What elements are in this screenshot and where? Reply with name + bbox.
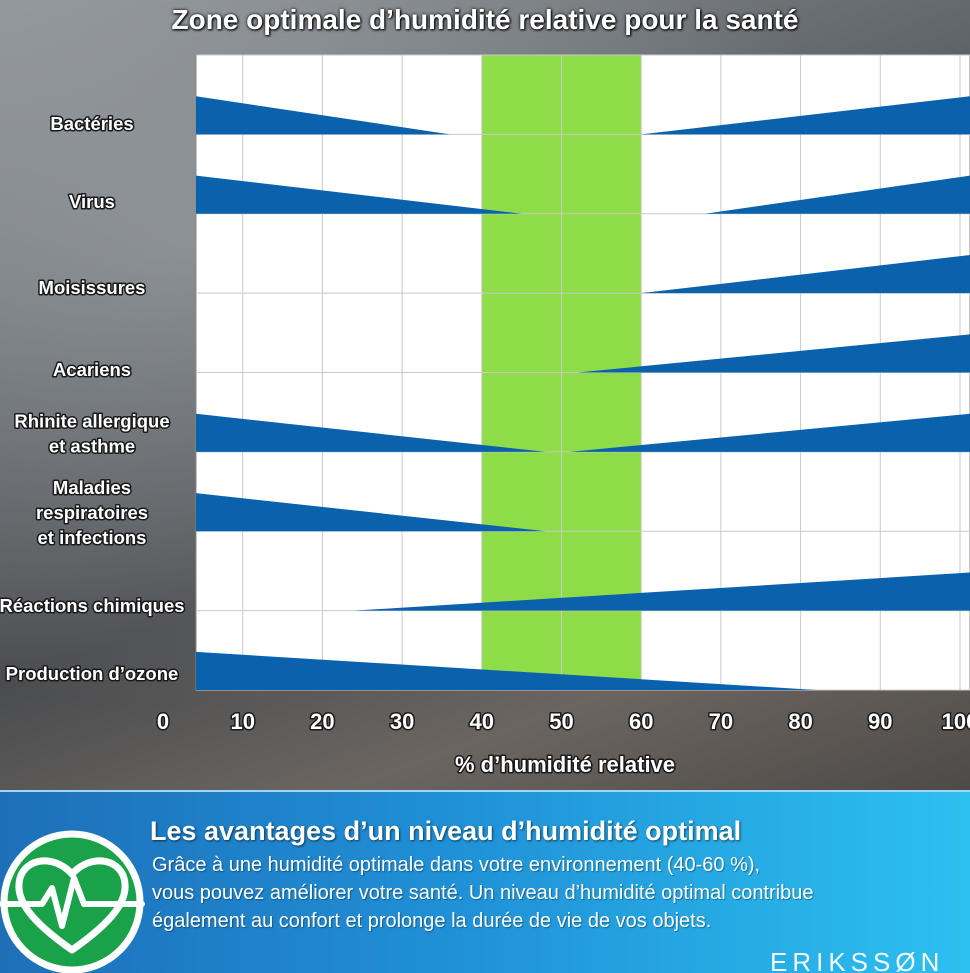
x-tick-label: 10	[230, 709, 254, 734]
high-humidity-risk-band	[569, 413, 970, 452]
x-tick-labels: 0 10 20 30 40 50 60 70 80 90 100	[155, 708, 970, 736]
x-tick-label: 90	[868, 709, 892, 734]
category-label: Virus	[69, 191, 115, 212]
x-tick-label: 30	[390, 709, 414, 734]
category-labels: Bactéries Virus Moisissures Acariens Rhinite…	[0, 112, 186, 686]
category-label: Acariens	[53, 359, 131, 380]
high-humidity-risk-band	[641, 96, 970, 135]
plot-area	[195, 54, 970, 691]
category-label: Maladies respiratoires et infections	[36, 477, 148, 548]
heart-pulse-icon	[0, 830, 145, 973]
low-humidity-risk-band	[196, 413, 546, 452]
x-tick-label: 80	[788, 709, 812, 734]
x-tick-label: 60	[629, 709, 653, 734]
footer-text-line-1: Grâce à une humidité optimale dans votre…	[152, 854, 761, 876]
category-label: Rhinite allergique et asthme	[14, 411, 169, 457]
footer-text-line-2: vous pouvez améliorer votre santé. Un ni…	[152, 882, 814, 904]
footer-banner: Les avantages d’un niveau d’humidité opt…	[0, 790, 970, 973]
x-tick-label: 40	[470, 709, 494, 734]
category-label: Production d’ozone	[6, 663, 179, 684]
footer-text-line-3: également au confort et prolonge la duré…	[152, 910, 712, 932]
x-tick-label: 0	[157, 709, 169, 734]
low-humidity-risk-band	[196, 651, 817, 690]
chart-title: Zone optimale d’humidité relative pour l…	[171, 4, 799, 35]
x-tick-label: 100	[942, 709, 970, 734]
high-humidity-risk-band	[577, 334, 970, 373]
x-axis-title: % d’humidité relative	[455, 752, 675, 777]
category-label: Réactions chimiques	[0, 595, 185, 616]
low-humidity-risk-band	[196, 96, 450, 135]
x-tick-label: 20	[310, 709, 334, 734]
high-humidity-risk-band	[354, 572, 970, 611]
category-label: Bactéries	[50, 113, 133, 134]
high-humidity-risk-band	[641, 255, 970, 294]
x-tick-label: 50	[549, 709, 573, 734]
humidity-chart: Bactéries Virus Moisissures Acariens Rhinite…	[0, 54, 970, 779]
low-humidity-risk-band	[196, 175, 522, 214]
category-label: Moisissures	[39, 277, 146, 298]
brand-logo: ERIKSSØN	[770, 947, 945, 973]
footer-heading: Les avantages d’un niveau d’humidité opt…	[150, 816, 742, 846]
high-humidity-risk-band	[704, 175, 970, 214]
x-tick-label: 70	[709, 709, 733, 734]
low-humidity-risk-band	[196, 493, 546, 532]
